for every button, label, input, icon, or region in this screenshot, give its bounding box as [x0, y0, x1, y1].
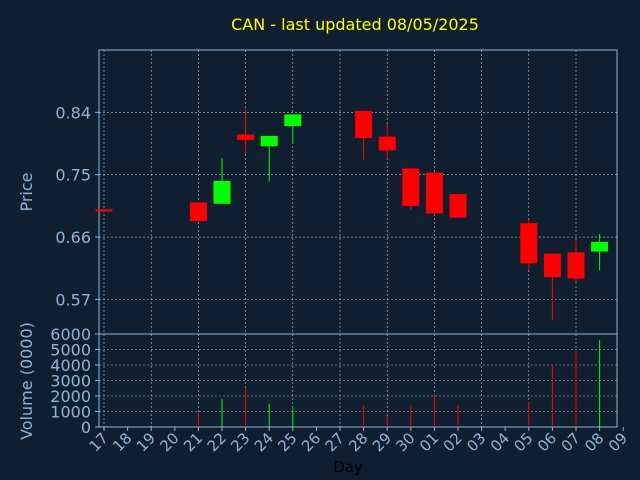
candle-body	[189, 202, 207, 222]
candle-body	[95, 209, 113, 212]
price-axis-label: Price	[17, 172, 36, 211]
price-tick-label: 0.57	[55, 290, 91, 309]
x-tick-label: 06	[534, 429, 560, 455]
x-tick-label: 24	[251, 429, 277, 455]
candle-body	[213, 180, 231, 204]
price-panel: 0.84 0.75 0.66 0.57	[55, 49, 618, 335]
x-tick-label: 03	[463, 429, 489, 455]
candle-23	[237, 108, 255, 154]
volume-axis-label: Volume (0000)	[17, 322, 36, 440]
candle-body	[591, 241, 609, 252]
candle-24	[260, 135, 278, 182]
price-tick-label: 0.84	[55, 103, 91, 122]
volume-tick-label: 2000	[50, 387, 91, 406]
candle-body	[237, 134, 255, 141]
candle-21	[189, 202, 207, 222]
day-axis-label: Day	[333, 458, 363, 476]
volume-tick-label: 4000	[50, 356, 91, 375]
x-tick-label: 30	[392, 429, 418, 455]
price-plot-frame	[98, 49, 618, 335]
x-tick-label: 20	[156, 429, 182, 455]
x-tick-label: 09	[605, 429, 631, 455]
x-tick-label: 28	[345, 429, 371, 455]
candle-29	[378, 124, 396, 159]
x-tick-label: 01	[416, 429, 442, 455]
candle-body	[567, 252, 585, 279]
candle-body	[284, 114, 302, 127]
x-tick-label: 29	[369, 429, 395, 455]
x-axis: 1718192021222324252627282930010203040506…	[86, 427, 631, 455]
candle-06	[543, 253, 561, 321]
candle-body	[425, 172, 443, 214]
x-tick-label: 08	[581, 429, 607, 455]
candle-body	[355, 110, 373, 138]
candle-body	[520, 223, 538, 264]
x-tick-label: 05	[510, 429, 536, 455]
candle-07	[567, 240, 585, 283]
x-tick-label: 26	[298, 429, 324, 455]
candle-body	[449, 194, 467, 218]
volume-tick-label: 5000	[50, 341, 91, 360]
volume-tick-label: 1000	[50, 403, 91, 422]
price-tick-label: 0.75	[55, 166, 91, 185]
x-tick-label: 21	[180, 429, 206, 455]
candle-body	[543, 253, 561, 278]
x-tick-label: 23	[227, 429, 253, 455]
x-tick-label: 22	[204, 429, 230, 455]
candle-30	[402, 168, 420, 211]
candle-05	[520, 219, 538, 271]
candle-01	[425, 172, 443, 215]
x-tick-label: 04	[487, 429, 513, 455]
candle-22	[213, 158, 231, 204]
candle-17	[95, 209, 113, 212]
x-tick-label: 02	[440, 429, 466, 455]
x-tick-label: 25	[274, 429, 300, 455]
x-tick-label: 18	[109, 429, 135, 455]
candle-08	[591, 234, 609, 271]
x-tick-label: 27	[322, 429, 348, 455]
chart-title: CAN - last updated 08/05/2025	[231, 15, 479, 34]
volume-tick-label: 3000	[50, 372, 91, 391]
candle-02	[449, 194, 467, 218]
volume-tick-label: 0	[81, 418, 91, 437]
candle-body	[378, 136, 396, 151]
candle-body	[402, 168, 420, 206]
candle-28	[355, 110, 373, 161]
price-tick-label: 0.66	[55, 228, 91, 247]
candle-body	[260, 135, 278, 147]
candle-25	[284, 114, 302, 143]
volume-tick-label: 6000	[50, 325, 91, 344]
x-tick-label: 19	[133, 429, 159, 455]
x-tick-label: 07	[558, 429, 584, 455]
